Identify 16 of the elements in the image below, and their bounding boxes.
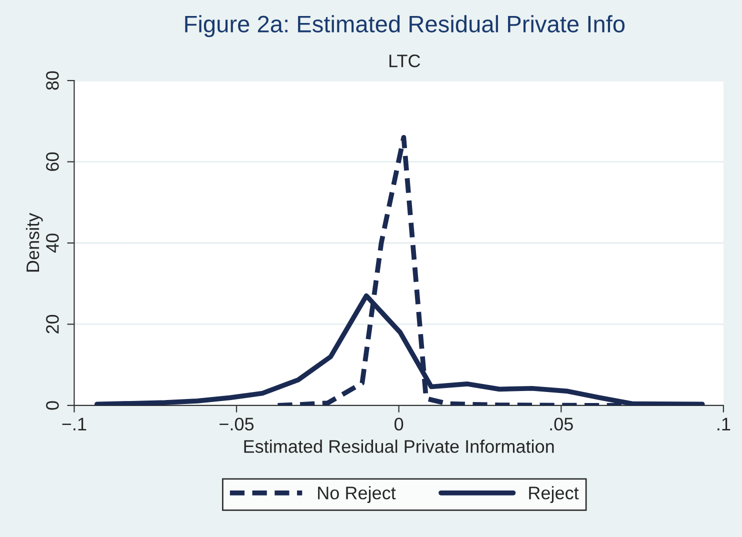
x-tick-label: −.05 bbox=[220, 418, 254, 431]
x-tick-label: 0 bbox=[394, 418, 404, 431]
x-tick-label: .1 bbox=[718, 418, 730, 430]
chart-subtitle: LTC bbox=[389, 54, 420, 68]
x-tick-label: .05 bbox=[550, 418, 573, 431]
x-tick-label: −.1 bbox=[62, 418, 86, 430]
y-tick-label: 80 bbox=[46, 71, 59, 90]
x-axis-title: Estimated Residual Private Information bbox=[244, 440, 554, 453]
y-tick-label: 40 bbox=[46, 234, 59, 253]
y-tick-label: 20 bbox=[46, 314, 59, 334]
y-tick-label: 0 bbox=[46, 401, 59, 410]
y-axis-title: Density bbox=[26, 212, 43, 272]
legend-label: No Reject bbox=[318, 486, 396, 503]
chart-title: Figure 2a: Estimated Residual Private Info bbox=[185, 15, 625, 38]
legend-label: Reject bbox=[529, 486, 579, 503]
y-tick-label: 60 bbox=[46, 152, 59, 171]
